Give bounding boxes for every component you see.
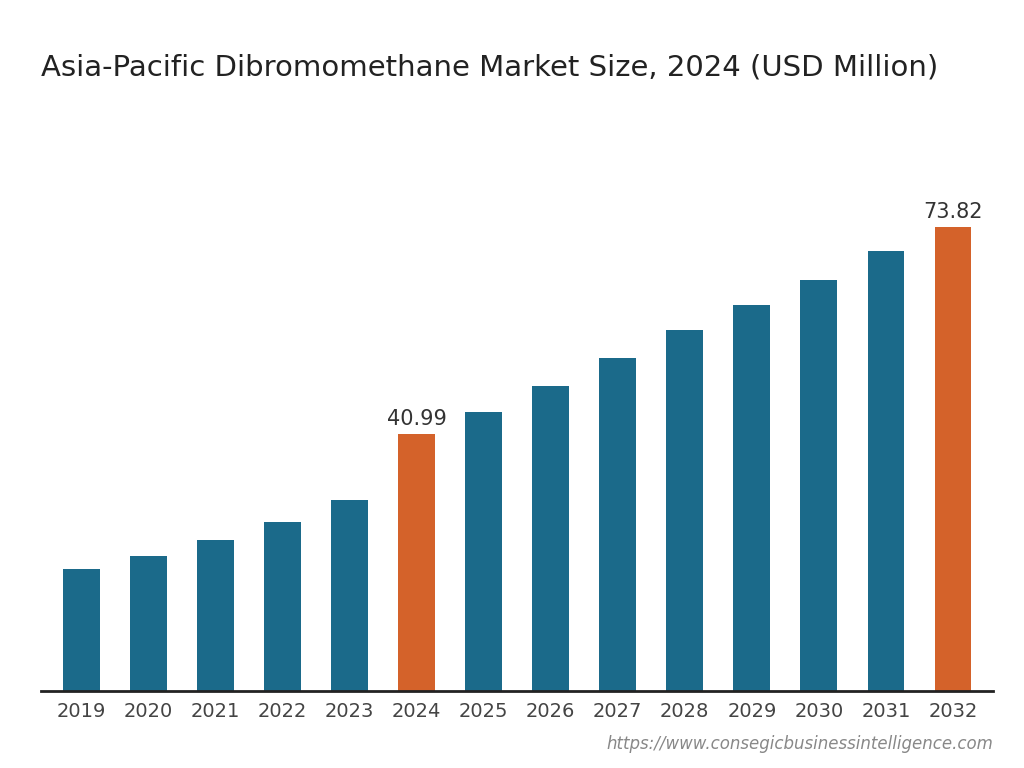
Bar [398,434,435,691]
Bar [197,541,233,691]
Bar [599,358,636,691]
Bar [867,251,904,691]
Text: 73.82: 73.82 [924,202,983,222]
Bar [62,568,99,691]
Bar [667,330,703,691]
Bar [465,412,502,691]
Text: Asia-Pacific Dibromomethane Market Size, 2024 (USD Million): Asia-Pacific Dibromomethane Market Size,… [41,54,938,81]
Bar [331,499,368,691]
Bar [733,305,770,691]
Bar [935,227,972,691]
Text: 40.99: 40.99 [387,409,446,429]
Bar [801,280,838,691]
Text: https://www.consegicbusinessintelligence.com: https://www.consegicbusinessintelligence… [606,735,993,753]
Bar [264,521,301,691]
Bar [532,386,569,691]
Bar [130,556,167,691]
